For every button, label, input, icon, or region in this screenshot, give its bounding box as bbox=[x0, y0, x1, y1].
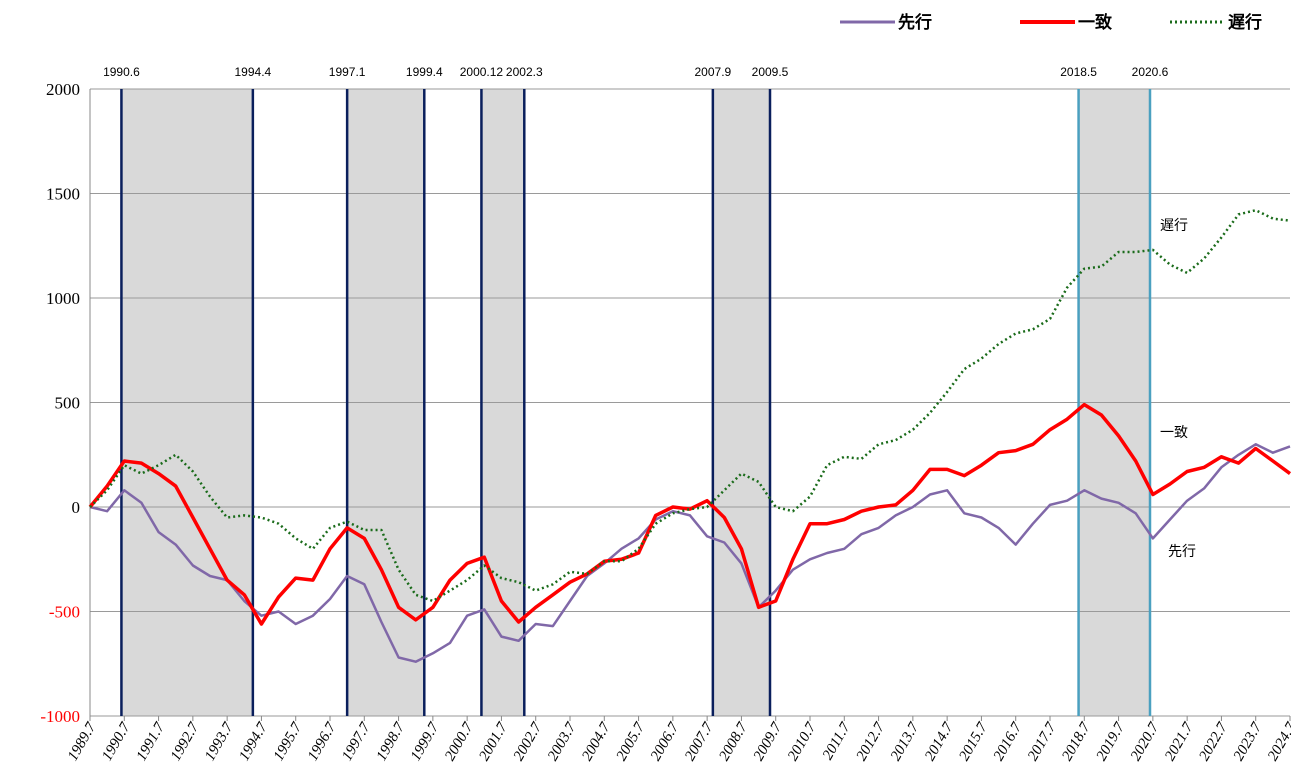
x-tick-label: 2012.7 bbox=[854, 719, 889, 764]
event-label: 1990.6 bbox=[103, 65, 140, 79]
x-tick-label: 2024.7 bbox=[1265, 719, 1291, 764]
y-tick-label: 1000 bbox=[46, 289, 80, 308]
x-tick-label: 2020.7 bbox=[1128, 719, 1163, 764]
x-tick-label: 1991.7 bbox=[134, 719, 169, 764]
event-label: 1997.1 bbox=[329, 65, 366, 79]
y-tick-label: 2000 bbox=[46, 80, 80, 99]
x-tick-label: 2004.7 bbox=[579, 719, 614, 764]
x-tick-label: 2013.7 bbox=[888, 719, 923, 764]
y-tick-label: 500 bbox=[55, 394, 81, 413]
x-tick-label: 1992.7 bbox=[168, 719, 203, 764]
legend-label: 遅行 bbox=[1228, 12, 1262, 32]
event-label: 2007.9 bbox=[695, 65, 732, 79]
event-label: 2020.6 bbox=[1132, 65, 1169, 79]
series-line bbox=[89, 443, 1291, 663]
x-tick-label: 2015.7 bbox=[956, 719, 991, 764]
x-tick-label: 2023.7 bbox=[1231, 719, 1266, 764]
x-tick-label: 2011.7 bbox=[820, 719, 855, 763]
x-tick-label: 2003.7 bbox=[545, 719, 580, 764]
x-tick-label: 2002.7 bbox=[511, 719, 546, 764]
y-tick-label: 0 bbox=[72, 498, 81, 517]
x-tick-label: 1993.7 bbox=[202, 719, 237, 764]
series-annotation: 一致 bbox=[1160, 424, 1188, 440]
legend-label: 先行 bbox=[898, 12, 932, 32]
x-tick-label: 2009.7 bbox=[751, 719, 786, 764]
x-tick-label: 1999.7 bbox=[408, 719, 443, 764]
x-tick-label: 1996.7 bbox=[305, 719, 340, 764]
event-label: 2000.12 bbox=[460, 65, 504, 79]
x-tick-label: 1998.7 bbox=[374, 719, 409, 764]
x-tick-label: 2022.7 bbox=[1196, 719, 1231, 764]
series-line bbox=[89, 208, 1291, 603]
x-tick-label: 1995.7 bbox=[271, 719, 306, 764]
event-label: 2018.5 bbox=[1060, 65, 1097, 79]
x-tick-label: 2019.7 bbox=[1094, 719, 1129, 764]
x-tick-label: 2007.7 bbox=[682, 719, 717, 764]
event-label: 2002.3 bbox=[506, 65, 543, 79]
x-tick-label: 2005.7 bbox=[614, 719, 649, 764]
event-label: 1994.4 bbox=[235, 65, 272, 79]
x-tick-label: 2016.7 bbox=[991, 719, 1026, 764]
series-annotation: 先行 bbox=[1168, 543, 1196, 559]
x-tick-label: 2021.7 bbox=[1162, 719, 1197, 764]
legend-label: 一致 bbox=[1078, 12, 1113, 32]
x-tick-label: 2006.7 bbox=[648, 719, 683, 764]
x-tick-label: 2018.7 bbox=[1059, 719, 1094, 764]
x-tick-label: 1997.7 bbox=[339, 719, 374, 764]
event-label: 1999.4 bbox=[406, 65, 443, 79]
y-tick-label: -500 bbox=[49, 603, 80, 622]
series-annotation: 遅行 bbox=[1160, 217, 1188, 233]
y-tick-label: -1000 bbox=[40, 707, 80, 726]
x-tick-label: 2008.7 bbox=[716, 719, 751, 764]
x-tick-label: 2017.7 bbox=[1025, 719, 1060, 764]
x-tick-label: 1990.7 bbox=[99, 719, 134, 764]
x-tick-label: 2014.7 bbox=[922, 719, 957, 764]
x-tick-label: 2000.7 bbox=[442, 719, 477, 764]
x-tick-label: 2001.7 bbox=[476, 719, 511, 764]
event-label: 2009.5 bbox=[752, 65, 789, 79]
x-tick-label: 1994.7 bbox=[236, 719, 271, 764]
y-tick-label: 1500 bbox=[46, 185, 80, 204]
series-line bbox=[88, 402, 1291, 626]
x-tick-label: 2010.7 bbox=[785, 719, 820, 764]
